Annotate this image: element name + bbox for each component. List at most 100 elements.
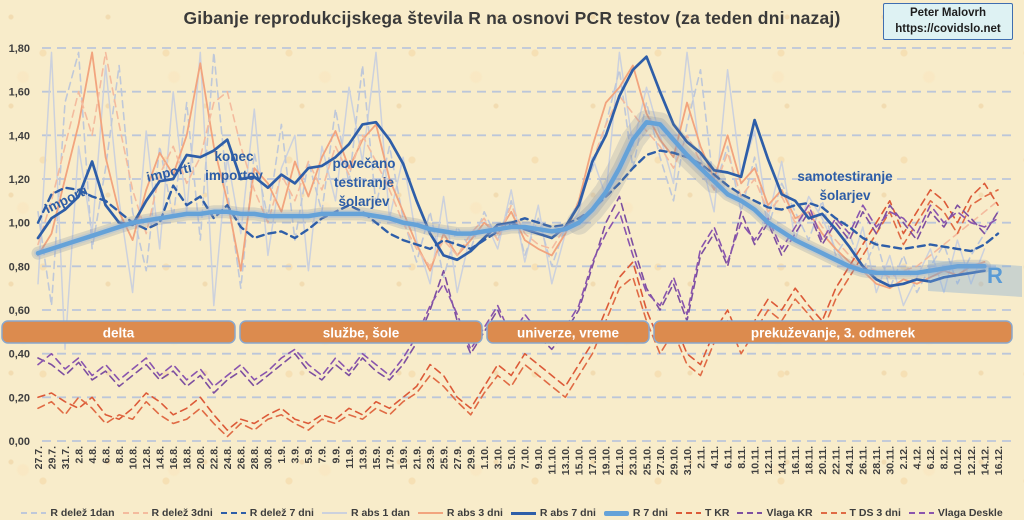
y-tick-label: 0,80 bbox=[9, 261, 30, 273]
x-tick-label: 27.9. bbox=[452, 446, 464, 469]
x-tick-label: 20.8. bbox=[195, 446, 207, 469]
x-tick-label: 8.12. bbox=[939, 446, 951, 469]
legend-item-r-abs-3-dni: R abs 3 dni bbox=[417, 507, 503, 519]
series-r-abs-1-dan bbox=[37, 51, 986, 351]
x-tick-label: 29.9. bbox=[466, 446, 478, 469]
series-r-abs-7-dni bbox=[36, 55, 986, 288]
x-tick-label: 11.10. bbox=[547, 446, 559, 475]
legend-item-r-dele-7-dni: R delež 7 dni bbox=[220, 507, 314, 519]
x-tick-label: 8.8. bbox=[114, 446, 126, 464]
x-tick-label: 30.11. bbox=[885, 446, 897, 475]
x-tick-label: 28.8. bbox=[249, 446, 261, 469]
series-vlaga-deskle bbox=[37, 204, 999, 388]
x-tick-label: 13.10. bbox=[560, 446, 572, 475]
x-tick-label: 15.9. bbox=[371, 446, 383, 469]
x-tick-label: 29.7. bbox=[46, 446, 58, 469]
x-tick-label: 24.8. bbox=[222, 446, 234, 469]
x-tick-label: 4.12. bbox=[912, 446, 924, 469]
x-tick-label: 18.11. bbox=[804, 446, 816, 475]
chart-title: Gibanje reprodukcijskega števila R na os… bbox=[183, 8, 841, 28]
x-tick-label: 23.10. bbox=[628, 446, 640, 475]
legend-item-r-abs-7-dni: R abs 7 dni bbox=[510, 507, 596, 519]
x-tick-label: 5.10. bbox=[506, 446, 518, 469]
series-r-7-dni bbox=[35, 119, 987, 276]
legend-label: R 7 dni bbox=[632, 507, 668, 519]
annotation-band bbox=[1, 320, 236, 344]
x-tick-label: 21.9. bbox=[411, 446, 423, 469]
x-tick-label: 13.9. bbox=[357, 446, 369, 469]
x-tick-label: 10.12. bbox=[952, 446, 964, 475]
x-tick-label: 30.8. bbox=[263, 446, 275, 469]
annotation-line: importov bbox=[205, 167, 263, 183]
x-tick-label: 6.11. bbox=[722, 446, 734, 469]
legend-marker bbox=[820, 512, 846, 514]
x-tick-label: 16.11. bbox=[790, 446, 802, 475]
y-tick-label: 1,60 bbox=[9, 87, 30, 99]
legend-label: T DS 3 dni bbox=[849, 507, 901, 519]
x-tick-label: 22.8. bbox=[209, 446, 221, 469]
x-tick-label: 17.10. bbox=[587, 446, 599, 475]
annotation-band bbox=[653, 320, 1013, 344]
annotation-line: šolarjev bbox=[819, 187, 871, 203]
legend-marker bbox=[908, 512, 934, 514]
x-tick-label: 11.9. bbox=[344, 446, 356, 469]
x-tick-label: 14.12. bbox=[979, 446, 991, 475]
x-tick-label: 14.11. bbox=[777, 446, 789, 475]
legend-label: T KR bbox=[704, 507, 730, 519]
x-tick-label: 7.9. bbox=[317, 446, 329, 464]
annotation-band-label: službe, šole bbox=[323, 326, 400, 341]
annotation-line: povečano bbox=[332, 156, 396, 171]
x-tick-label: 29.10. bbox=[668, 446, 680, 475]
x-tick-label: 26.11. bbox=[858, 446, 870, 475]
x-tick-label: 19.10. bbox=[601, 446, 613, 475]
annotation-band-label: delta bbox=[103, 326, 135, 341]
annotation-line: konec bbox=[214, 149, 254, 164]
legend-item-r-7-dni: R 7 dni bbox=[603, 507, 668, 519]
legend-marker bbox=[675, 512, 701, 514]
attribution-link[interactable]: https://covidslo.net bbox=[895, 22, 1001, 35]
x-tick-label: 6.8. bbox=[100, 446, 112, 464]
legend-marker bbox=[21, 512, 47, 514]
legend-marker bbox=[603, 510, 629, 516]
x-tick-label: 10.11. bbox=[749, 446, 761, 475]
x-tick-label: 22.11. bbox=[831, 446, 843, 475]
legend-label: R delež 1dan bbox=[50, 507, 115, 519]
y-tick-label: 1,00 bbox=[9, 218, 30, 230]
x-tick-label: 5.9. bbox=[303, 446, 315, 464]
annotation-line: šolarjev bbox=[338, 193, 390, 209]
x-tick-label: 7.10. bbox=[520, 446, 532, 469]
x-tick-label: 4.11. bbox=[709, 446, 721, 469]
legend-label: Vlaga Deskle bbox=[937, 507, 1003, 519]
x-tick-label: 15.10. bbox=[574, 446, 586, 475]
x-tick-label: 9.9. bbox=[330, 446, 342, 464]
r-series-end-label: R bbox=[987, 263, 1003, 288]
x-tick-label: 23.9. bbox=[425, 446, 437, 469]
y-tick-label: 0,40 bbox=[9, 349, 30, 361]
x-tick-label: 3.9. bbox=[290, 446, 302, 464]
attribution-box: Peter Malovrh https://covidslo.net bbox=[883, 3, 1013, 41]
legend-item-t-kr: T KR bbox=[675, 507, 730, 519]
x-tick-label: 2.11. bbox=[695, 446, 707, 469]
x-tick-label: 8.11. bbox=[736, 446, 748, 469]
x-tick-label: 18.8. bbox=[182, 446, 194, 469]
x-tick-label: 27.7. bbox=[33, 446, 45, 469]
x-tick-label: 9.10. bbox=[533, 446, 545, 469]
annotation-samotestiranje: samotestiranje šolarjev bbox=[788, 168, 902, 206]
legend-marker bbox=[417, 512, 443, 514]
legend-marker bbox=[122, 512, 148, 514]
annotation-line: testiranje bbox=[333, 174, 395, 190]
x-tick-label: 31.10. bbox=[682, 446, 694, 475]
annotation-band bbox=[239, 320, 483, 344]
x-tick-label: 6.12. bbox=[925, 446, 937, 469]
x-tick-label: 16.8. bbox=[168, 446, 180, 469]
y-tick-label: 1,40 bbox=[9, 130, 30, 142]
x-tick-label: 12.12. bbox=[966, 446, 978, 475]
legend-item-vlaga-kr: Vlaga KR bbox=[737, 507, 813, 519]
x-tick-label: 14.8. bbox=[155, 446, 167, 469]
annotation-povecano-testiranje: povečano testiranje šolarjev bbox=[318, 155, 410, 212]
chart-legend: R delež 1dan R delež 3dni R delež 7 dni R a… bbox=[0, 507, 1024, 519]
y-tick-label: 1,80 bbox=[9, 43, 30, 55]
x-tick-label: 31.7. bbox=[60, 446, 72, 469]
